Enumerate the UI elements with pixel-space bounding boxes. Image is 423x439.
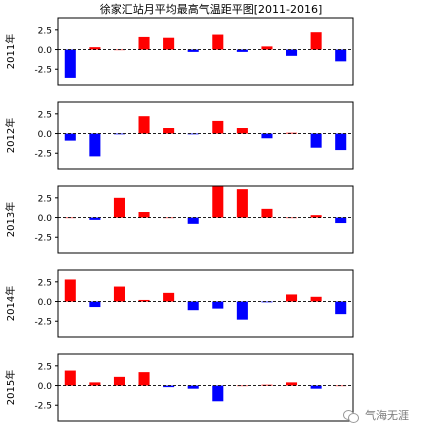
bar-4-5	[163, 292, 175, 302]
bar-2-7	[212, 120, 224, 134]
bar-3-8	[236, 189, 248, 218]
ylabel-3: 2013年	[4, 202, 17, 237]
bar-1-5	[163, 37, 175, 50]
ytick-label-1-1: -2.5	[34, 66, 52, 76]
bar-1-4	[138, 36, 150, 50]
bar-4-2	[89, 301, 101, 308]
bar-4-12	[335, 301, 347, 315]
bar-3-9	[261, 208, 273, 218]
bar-5-3	[113, 376, 125, 386]
bar-3-12	[335, 217, 347, 224]
panel-frame-4	[57, 269, 354, 338]
bar-2-12	[335, 133, 347, 151]
ytick-label-3-3: 2.5	[38, 194, 52, 204]
bar-3-2	[89, 217, 101, 220]
ytick-label-3-2: 0.0	[38, 214, 53, 224]
bar-1-2	[89, 47, 101, 50]
bar-4-9	[261, 301, 273, 303]
ylabel-5: 2015年	[4, 370, 17, 405]
bar-5-4	[138, 372, 150, 386]
bar-4-6	[187, 301, 199, 311]
ylabel-4: 2014年	[4, 286, 17, 321]
panel-frame-5	[57, 353, 354, 422]
panel-frame-3	[57, 185, 354, 254]
bar-5-11	[310, 385, 322, 389]
bar-2-11	[310, 133, 322, 148]
ytick-label-3-1: -2.5	[34, 234, 52, 244]
bar-4-7	[212, 301, 224, 309]
bar-1-7	[212, 34, 224, 50]
bar-1-9	[261, 46, 273, 50]
ytick-label-2-2: 0.0	[38, 130, 53, 140]
bar-5-1	[64, 370, 76, 386]
watermark-text: 气海无涯	[365, 409, 409, 422]
bar-4-10	[286, 294, 298, 302]
wechat-icon	[343, 408, 359, 423]
bar-2-2	[89, 133, 101, 157]
ytick-label-4-2: 0.0	[38, 298, 53, 308]
panel-frame-2	[57, 101, 354, 170]
ytick-label-1-3: 2.5	[38, 26, 52, 36]
ytick-label-2-3: 2.5	[38, 110, 52, 120]
bar-3-10	[286, 217, 298, 219]
bar-3-11	[310, 215, 322, 218]
ytick-label-4-1: -2.5	[34, 318, 52, 328]
ylabel-1: 2011年	[4, 34, 17, 69]
bar-1-11	[310, 32, 322, 50]
bar-3-6	[187, 217, 199, 224]
bar-5-9	[261, 384, 273, 386]
bar-5-2	[89, 382, 101, 386]
bar-4-8	[236, 301, 248, 320]
bar-2-4	[138, 116, 150, 134]
bar-1-1	[64, 49, 76, 78]
bar-1-8	[236, 49, 248, 52]
bar-3-3	[113, 197, 125, 218]
bar-2-10	[286, 132, 298, 134]
ytick-label-5-1: -2.5	[34, 402, 52, 412]
ytick-label-5-2: 0.0	[38, 382, 53, 392]
bar-3-7	[212, 186, 224, 218]
bar-4-1	[64, 279, 76, 302]
bar-2-8	[236, 128, 248, 134]
ytick-label-4-3: 2.5	[38, 278, 52, 288]
bar-5-5	[163, 385, 175, 388]
bar-1-6	[187, 49, 199, 52]
bar-5-10	[286, 382, 298, 386]
bar-4-3	[113, 286, 125, 302]
bar-2-5	[163, 128, 175, 134]
bar-2-9	[261, 133, 273, 139]
bar-5-7	[212, 385, 224, 402]
ylabel-2: 2012年	[4, 118, 17, 153]
bar-2-1	[64, 133, 76, 141]
ytick-label-1-2: 0.0	[38, 46, 53, 56]
bar-5-8	[236, 385, 248, 387]
bar-3-4	[138, 212, 150, 218]
bar-4-4	[138, 299, 150, 302]
chart-title: 徐家汇站月平均最高气温距平图[2011-2016]	[100, 2, 323, 16]
bar-1-10	[286, 49, 298, 56]
ytick-label-2-1: -2.5	[34, 150, 52, 160]
ytick-label-5-3: 2.5	[38, 362, 52, 372]
watermark: 气海无涯	[343, 407, 409, 423]
bar-5-6	[187, 385, 199, 389]
bar-4-11	[310, 296, 322, 302]
panel-frame-1	[57, 17, 354, 86]
bar-1-12	[335, 49, 347, 62]
